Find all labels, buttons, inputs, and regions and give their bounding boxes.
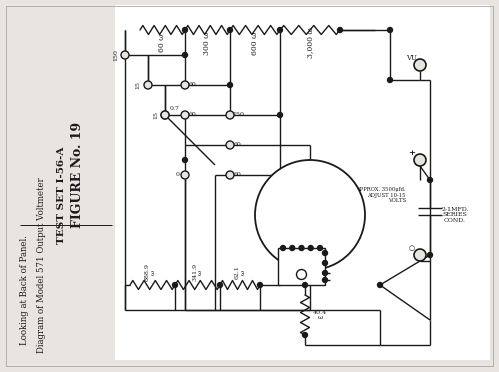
Text: 341.9
ω: 341.9 ω (192, 263, 203, 281)
Text: 60: 60 (189, 83, 197, 87)
Circle shape (296, 269, 306, 279)
Circle shape (317, 246, 322, 250)
Text: 15: 15 (135, 81, 140, 89)
Circle shape (173, 282, 178, 288)
Circle shape (161, 111, 169, 119)
Circle shape (322, 250, 327, 256)
Text: FIGURE No. 19: FIGURE No. 19 (71, 122, 84, 228)
Circle shape (428, 253, 433, 257)
Circle shape (290, 246, 295, 250)
Text: Diagram of Model 571 Output Voltmeter: Diagram of Model 571 Output Voltmeter (37, 177, 46, 353)
Text: 60: 60 (234, 173, 242, 177)
Circle shape (302, 333, 307, 337)
Circle shape (226, 171, 234, 179)
Text: +: + (293, 176, 303, 189)
Text: ○: ○ (409, 244, 415, 252)
Circle shape (255, 160, 365, 270)
Text: 40.4
ω: 40.4 ω (313, 310, 327, 320)
Text: 600 ω: 600 ω (251, 31, 259, 55)
Circle shape (183, 28, 188, 32)
Circle shape (228, 83, 233, 87)
Text: −: − (293, 238, 303, 251)
Circle shape (226, 141, 234, 149)
Circle shape (277, 112, 282, 118)
Circle shape (299, 246, 304, 250)
Circle shape (414, 249, 426, 261)
Text: 0: 0 (176, 173, 180, 177)
Text: Looking at Back of Panel.: Looking at Back of Panel. (20, 235, 29, 345)
Circle shape (257, 282, 262, 288)
Circle shape (218, 282, 223, 288)
Circle shape (144, 81, 152, 89)
Bar (115, 5, 490, 360)
Circle shape (308, 246, 313, 250)
Text: 15: 15 (153, 111, 158, 119)
Circle shape (161, 111, 169, 119)
Circle shape (226, 111, 234, 119)
Text: VU.: VU. (406, 54, 418, 62)
Circle shape (181, 81, 189, 89)
Circle shape (277, 28, 282, 32)
Circle shape (121, 51, 129, 59)
Circle shape (183, 52, 188, 58)
Circle shape (228, 28, 233, 32)
Circle shape (388, 28, 393, 32)
Text: 62.1
ω: 62.1 ω (235, 265, 246, 279)
Text: 60 ω: 60 ω (159, 34, 167, 52)
Text: APPROX. 3500μfd.
ADJUST 10-15
VOLTS: APPROX. 3500μfd. ADJUST 10-15 VOLTS (356, 187, 406, 203)
Circle shape (181, 171, 189, 179)
Text: 150: 150 (113, 49, 118, 61)
Circle shape (337, 28, 342, 32)
Circle shape (322, 278, 327, 282)
Circle shape (183, 157, 188, 163)
Circle shape (378, 282, 383, 288)
Circle shape (280, 246, 285, 250)
Circle shape (388, 77, 393, 83)
Text: 0.7: 0.7 (170, 106, 180, 110)
Circle shape (414, 59, 426, 71)
Circle shape (322, 260, 327, 266)
Circle shape (414, 154, 426, 166)
Text: TEST SET I-56-A: TEST SET I-56-A (57, 146, 66, 244)
Text: 150: 150 (232, 112, 244, 118)
Text: 60: 60 (234, 142, 242, 148)
Text: 300 ω: 300 ω (204, 31, 212, 55)
Text: 375 μAMP.
A.C. WITH
RECTIFIER: 375 μAMP. A.C. WITH RECTIFIER (300, 202, 336, 218)
Text: 2-1MFD.
SERIES
COND.: 2-1MFD. SERIES COND. (441, 207, 469, 223)
Text: 60: 60 (189, 112, 197, 118)
Text: 888.9
ω: 888.9 ω (145, 263, 155, 281)
Circle shape (302, 282, 307, 288)
Circle shape (428, 177, 433, 183)
Circle shape (181, 111, 189, 119)
Bar (278, 248, 325, 285)
Text: +: + (409, 149, 416, 157)
Circle shape (322, 270, 327, 276)
Text: 3,000 ω: 3,000 ω (306, 28, 314, 58)
